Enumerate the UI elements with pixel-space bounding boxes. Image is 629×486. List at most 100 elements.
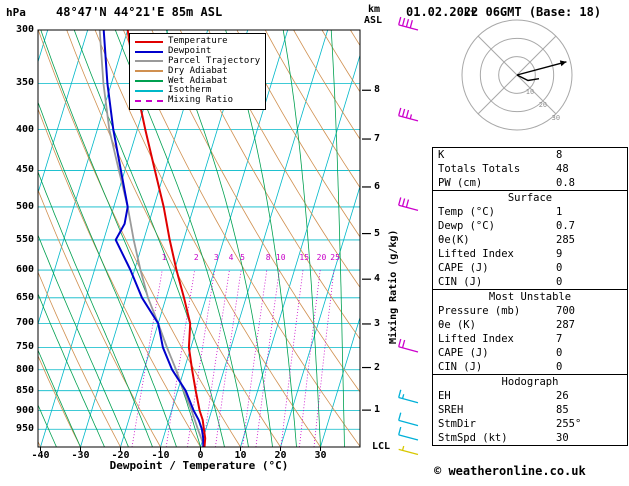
dry-adiabat-line [38,188,161,447]
table-section-header: Surface [507,192,553,204]
isotherm-line [200,30,329,447]
mixing-ratio-line [131,270,163,447]
dry-adiabat-line [38,271,121,447]
table-row-label: Pressure (mb) [438,305,521,317]
legend-item-label: Dry Adiabat [168,65,228,76]
temperature-tick-label: -30 [71,450,90,461]
table-section-most-unstable: Most Unstable Pressure (mb) 700 θe (K) 287 Li… [433,289,627,374]
isotherm-line [160,30,289,447]
table-row-label: θe(K) [438,234,470,246]
wet-adiabat-line [225,30,297,447]
table-row-label: StmDir [438,418,476,430]
table-row: Lifted Index 9 [433,247,627,261]
hodograph-ring-label: 20 [539,101,547,109]
table-row: Temp (°C) 1 [433,205,627,219]
hodograph-ring-label: 10 [526,88,534,96]
table-section-surface: Surface Temp (°C) 1 Dewp (°C) 0.7 θe(K) 285 Lif… [433,190,627,289]
pressure-tick-label: 800 [15,363,34,375]
table-row: CAPE (J) 0 [433,261,627,275]
legend-item-label: Parcel Trajectory [168,55,261,66]
table-row: Totals Totals 48 [433,162,627,176]
table-row: Dewp (°C) 0.7 [433,219,627,233]
wind-barb [398,338,419,353]
legend-item-label: Dewpoint [168,46,212,57]
dry-adiabat-line [179,30,360,340]
table-row-value: 8 [556,149,563,161]
mixing-ratio-value: 20 [317,253,327,262]
km-tick-label: 6 [374,180,381,192]
wet-adiabat-line [165,30,273,447]
mixing-ratio-value: 10 [276,253,286,262]
hodograph-trace [516,74,540,82]
isotherm-line [320,316,360,447]
pressure-tick-label: 300 [15,24,34,35]
table-row-value: 255° [556,418,582,430]
dry-adiabat-line [151,30,360,393]
wind-barb [398,412,419,427]
table-row-value: 700 [556,305,575,317]
legend-line-sample [135,60,163,63]
hodograph-ring-label: 30 [552,114,560,122]
km-tick-label: 7 [374,133,381,145]
hodograph-ring [461,19,573,131]
mixing-ratio-line [202,270,230,447]
mixing-ratio-value: 4 [229,253,234,262]
table-row-value: 287 [556,319,575,331]
pressure-tick-label: 750 [15,341,34,353]
dry-adiabat-line [236,30,360,238]
mixing-ratio-value: 1 [162,253,167,262]
mixing-ratio-value: 25 [330,253,340,262]
table-row: CIN (J) 0 [433,360,627,374]
mixing-ratio-line [255,270,280,447]
table-row: Lifted Index 7 [433,332,627,346]
table-row: Pressure (mb) 700 [433,304,627,318]
legend-item: Isotherm [135,86,260,96]
mixing-ratio-value: 8 [266,253,271,262]
km-tick-label: 5 [374,227,381,239]
table-row-label: EH [438,390,451,402]
temperature-tick-label: -10 [151,450,170,461]
table-row-label: CAPE (J) [438,262,489,274]
wet-adiabat-line [38,349,81,447]
table-row: EH 26 [433,389,627,403]
dry-adiabat-line [38,107,201,447]
temperature-curve [126,30,207,447]
wind-barb [398,16,419,31]
dry-adiabat-line [38,354,81,447]
table-row: θe(K) 285 [433,233,627,247]
km-axis-label: km [368,4,381,15]
wind-barb [398,107,419,122]
table-section: K 8 Totals Totals 48 PW (cm) 0.8 [433,148,627,190]
mixing-ratio-line [165,270,195,447]
pressure-tick-label: 850 [15,384,34,396]
table-row-label: Temp (°C) [438,206,495,218]
table-section-header: Hodograph [501,376,559,388]
table-row-value: 9 [556,248,563,260]
table-row-value: 0 [556,347,563,359]
table-row-label: CIN (J) [438,361,483,373]
table-section-header: Most Unstable [488,291,572,303]
mixing-ratio-line [299,270,321,447]
dry-adiabat-line [94,30,321,447]
table-row-label: PW (cm) [438,177,483,189]
legend-line-sample [135,50,163,53]
table-row-label: SREH [438,404,464,416]
station-title: 48°47'N 44°21'E 85m ASL [56,5,223,19]
legend-line-sample [135,99,163,102]
legend-item: Temperature [135,37,260,47]
dry-adiabat-line [264,30,360,189]
mixing-ratio-line [280,270,304,447]
table-row-value: 0 [556,262,563,274]
km-tick-label: 2 [374,361,381,373]
pressure-axis-unit: hPa [6,6,26,19]
table-row: StmSpd (kt) 30 [433,431,627,445]
table-row-label: StmSpd (kt) [438,432,508,444]
wet-adiabat-line [114,30,249,447]
hodograph-unit-label: kt [464,8,477,19]
wet-adiabat-line [282,30,321,447]
dry-adiabat-line [208,30,360,289]
mixing-ratio-line [215,270,242,447]
hodograph-ring [498,56,536,94]
legend-item: Mixing Ratio [135,96,260,106]
